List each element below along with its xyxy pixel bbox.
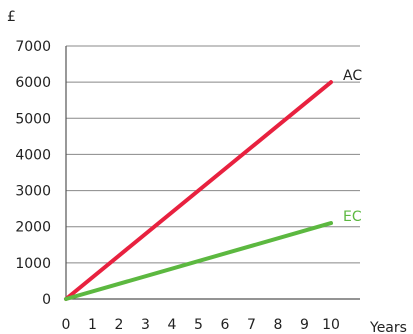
- y-tick-label: 6000: [15, 75, 51, 91]
- x-tick-label: 9: [300, 317, 309, 333]
- x-tick-labels: 0 1 2 3 4 5 6 7 8 9 10: [62, 317, 340, 333]
- axis-layer: [65, 46, 360, 300]
- x-tick-label: 2: [115, 317, 124, 333]
- x-axis-unit-label: Years: [369, 320, 407, 334]
- x-tick-label: 7: [247, 317, 256, 333]
- x-tick-label: 3: [141, 317, 150, 333]
- series-layer: [64, 80, 333, 301]
- y-tick-label: 0: [42, 292, 51, 308]
- x-tick-label: 8: [274, 317, 283, 333]
- y-tick-label: 7000: [15, 39, 51, 55]
- grid-layer: [66, 45, 360, 264]
- y-tick-labels: 0 1000 2000 3000 4000 5000 6000 7000: [15, 39, 51, 308]
- y-tick-label: 4000: [15, 147, 51, 163]
- series-label-ac: AC: [343, 68, 362, 84]
- x-tick-label: 10: [322, 317, 340, 333]
- x-tick-label: 5: [194, 317, 203, 333]
- x-tick-label: 4: [168, 317, 177, 333]
- x-tick-label: 1: [88, 317, 97, 333]
- series-line-ec: [64, 221, 333, 301]
- y-axis-unit-label: £: [7, 9, 16, 25]
- series-line-ac: [64, 80, 333, 301]
- y-tick-label: 3000: [15, 184, 51, 200]
- series-labels: AC EC: [343, 68, 362, 225]
- series-label-ec: EC: [343, 209, 362, 225]
- y-tick-label: 2000: [15, 220, 51, 236]
- y-tick-label: 5000: [15, 111, 51, 127]
- x-tick-label: 6: [221, 317, 230, 333]
- y-tick-label: 1000: [15, 256, 51, 272]
- x-tick-label: 0: [62, 317, 71, 333]
